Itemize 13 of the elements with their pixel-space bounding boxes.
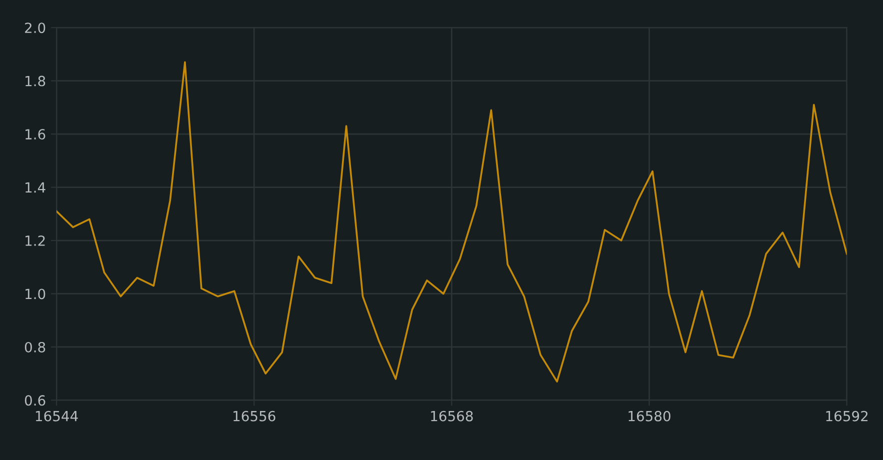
x-tick-label: 16544 bbox=[36, 410, 78, 422]
x-tick-label: 16580 bbox=[628, 410, 670, 422]
y-tick-label: 1.2 bbox=[26, 235, 45, 246]
x-tick-label: 16592 bbox=[826, 410, 868, 422]
y-tick-label: 1.4 bbox=[26, 182, 46, 193]
y-tick-label: 0.6 bbox=[24, 395, 46, 406]
y-tick-label: 1.0 bbox=[26, 288, 46, 300]
y-tick-label: 1.6 bbox=[26, 129, 46, 140]
y-tick-label: 1.8 bbox=[26, 76, 46, 86]
x-tick-label: 16556 bbox=[234, 410, 276, 422]
x-tick-label: 16568 bbox=[431, 410, 473, 422]
y-tick-label: 2.0 bbox=[25, 22, 46, 34]
y-tick-label: 0.8 bbox=[24, 342, 46, 352]
